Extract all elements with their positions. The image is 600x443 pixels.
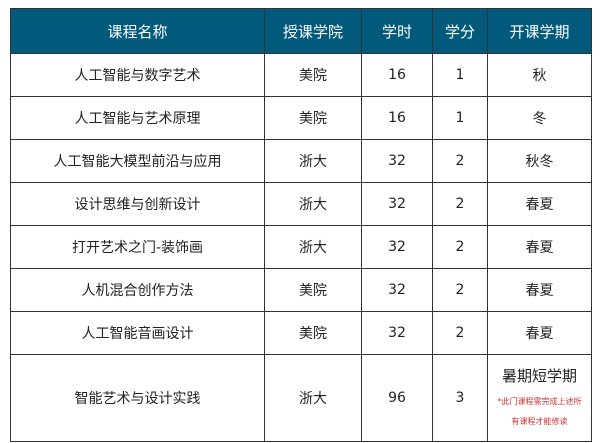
header-course-name: 课程名称 xyxy=(10,8,265,54)
cell-course-name: 智能艺术与设计实践 xyxy=(10,354,265,442)
cell-hours: 32 xyxy=(361,225,433,269)
cell-college: 美院 xyxy=(264,311,362,355)
cell-semester: 春夏 xyxy=(487,225,592,269)
cell-course-name: 人工智能与艺术原理 xyxy=(10,96,265,140)
cell-credits: 2 xyxy=(432,182,488,226)
cell-semester: 秋冬 xyxy=(487,139,592,183)
cell-semester: 春夏 xyxy=(487,268,592,312)
header-row: 课程名称 授课学院 学时 学分 开课学期 xyxy=(10,8,592,54)
cell-hours: 16 xyxy=(361,53,433,97)
course-table: 课程名称 授课学院 学时 学分 开课学期 人工智能与数字艺术 美院 16 1 秋人工智能… xyxy=(10,8,592,442)
cell-credits: 2 xyxy=(432,311,488,355)
cell-hours: 96 xyxy=(361,354,433,442)
cell-credits: 1 xyxy=(432,96,488,140)
table-row: 人工智能音画设计 美院 32 2 春夏 xyxy=(10,311,592,355)
prerequisite-note: *此门课程需完成上述所有课程才能修读 xyxy=(497,396,582,426)
semester-text: 暑期短学期 xyxy=(501,366,577,385)
cell-college: 美院 xyxy=(264,96,362,140)
cell-college: 浙大 xyxy=(264,139,362,183)
cell-course-name: 人工智能大模型前沿与应用 xyxy=(10,139,265,183)
table-row: 人工智能与艺术原理 美院 16 1 冬 xyxy=(10,96,592,140)
cell-semester: 春夏 xyxy=(487,311,592,355)
cell-semester: 春夏 xyxy=(487,182,592,226)
table-row: 设计思维与创新设计 浙大 32 2 春夏 xyxy=(10,182,592,226)
cell-hours: 32 xyxy=(361,311,433,355)
cell-hours: 32 xyxy=(361,139,433,183)
cell-course-name: 打开艺术之门-装饰画 xyxy=(10,225,265,269)
cell-semester: 冬 xyxy=(487,96,592,140)
header-college: 授课学院 xyxy=(264,8,362,54)
cell-college: 美院 xyxy=(264,53,362,97)
header-credits: 学分 xyxy=(432,8,488,54)
cell-credits: 1 xyxy=(432,53,488,97)
cell-course-name: 设计思维与创新设计 xyxy=(10,182,265,226)
cell-credits: 2 xyxy=(432,139,488,183)
cell-course-name: 人工智能与数字艺术 xyxy=(10,53,265,97)
cell-course-name: 人工智能音画设计 xyxy=(10,311,265,355)
cell-hours: 32 xyxy=(361,182,433,226)
cell-semester: 暑期短学期 *此门课程需完成上述所有课程才能修读 xyxy=(487,354,592,442)
cell-credits: 3 xyxy=(432,354,488,442)
cell-college: 浙大 xyxy=(264,225,362,269)
header-semester: 开课学期 xyxy=(487,8,592,54)
cell-hours: 16 xyxy=(361,96,433,140)
cell-credits: 2 xyxy=(432,268,488,312)
table-row: 打开艺术之门-装饰画 浙大 32 2 春夏 xyxy=(10,225,592,269)
table-row: 智能艺术与设计实践 浙大 96 3 暑期短学期 *此门课程需完成上述所有课程才能修读 xyxy=(10,354,592,442)
cell-college: 美院 xyxy=(264,268,362,312)
cell-credits: 2 xyxy=(432,225,488,269)
cell-hours: 32 xyxy=(361,268,433,312)
cell-semester: 秋 xyxy=(487,53,592,97)
header-hours: 学时 xyxy=(361,8,433,54)
table-row: 人工智能与数字艺术 美院 16 1 秋 xyxy=(10,53,592,97)
cell-course-name: 人机混合创作方法 xyxy=(10,268,265,312)
cell-college: 浙大 xyxy=(264,182,362,226)
table-row: 人工智能大模型前沿与应用 浙大 32 2 秋冬 xyxy=(10,139,592,183)
cell-college: 浙大 xyxy=(264,354,362,442)
table-row: 人机混合创作方法 美院 32 2 春夏 xyxy=(10,268,592,312)
